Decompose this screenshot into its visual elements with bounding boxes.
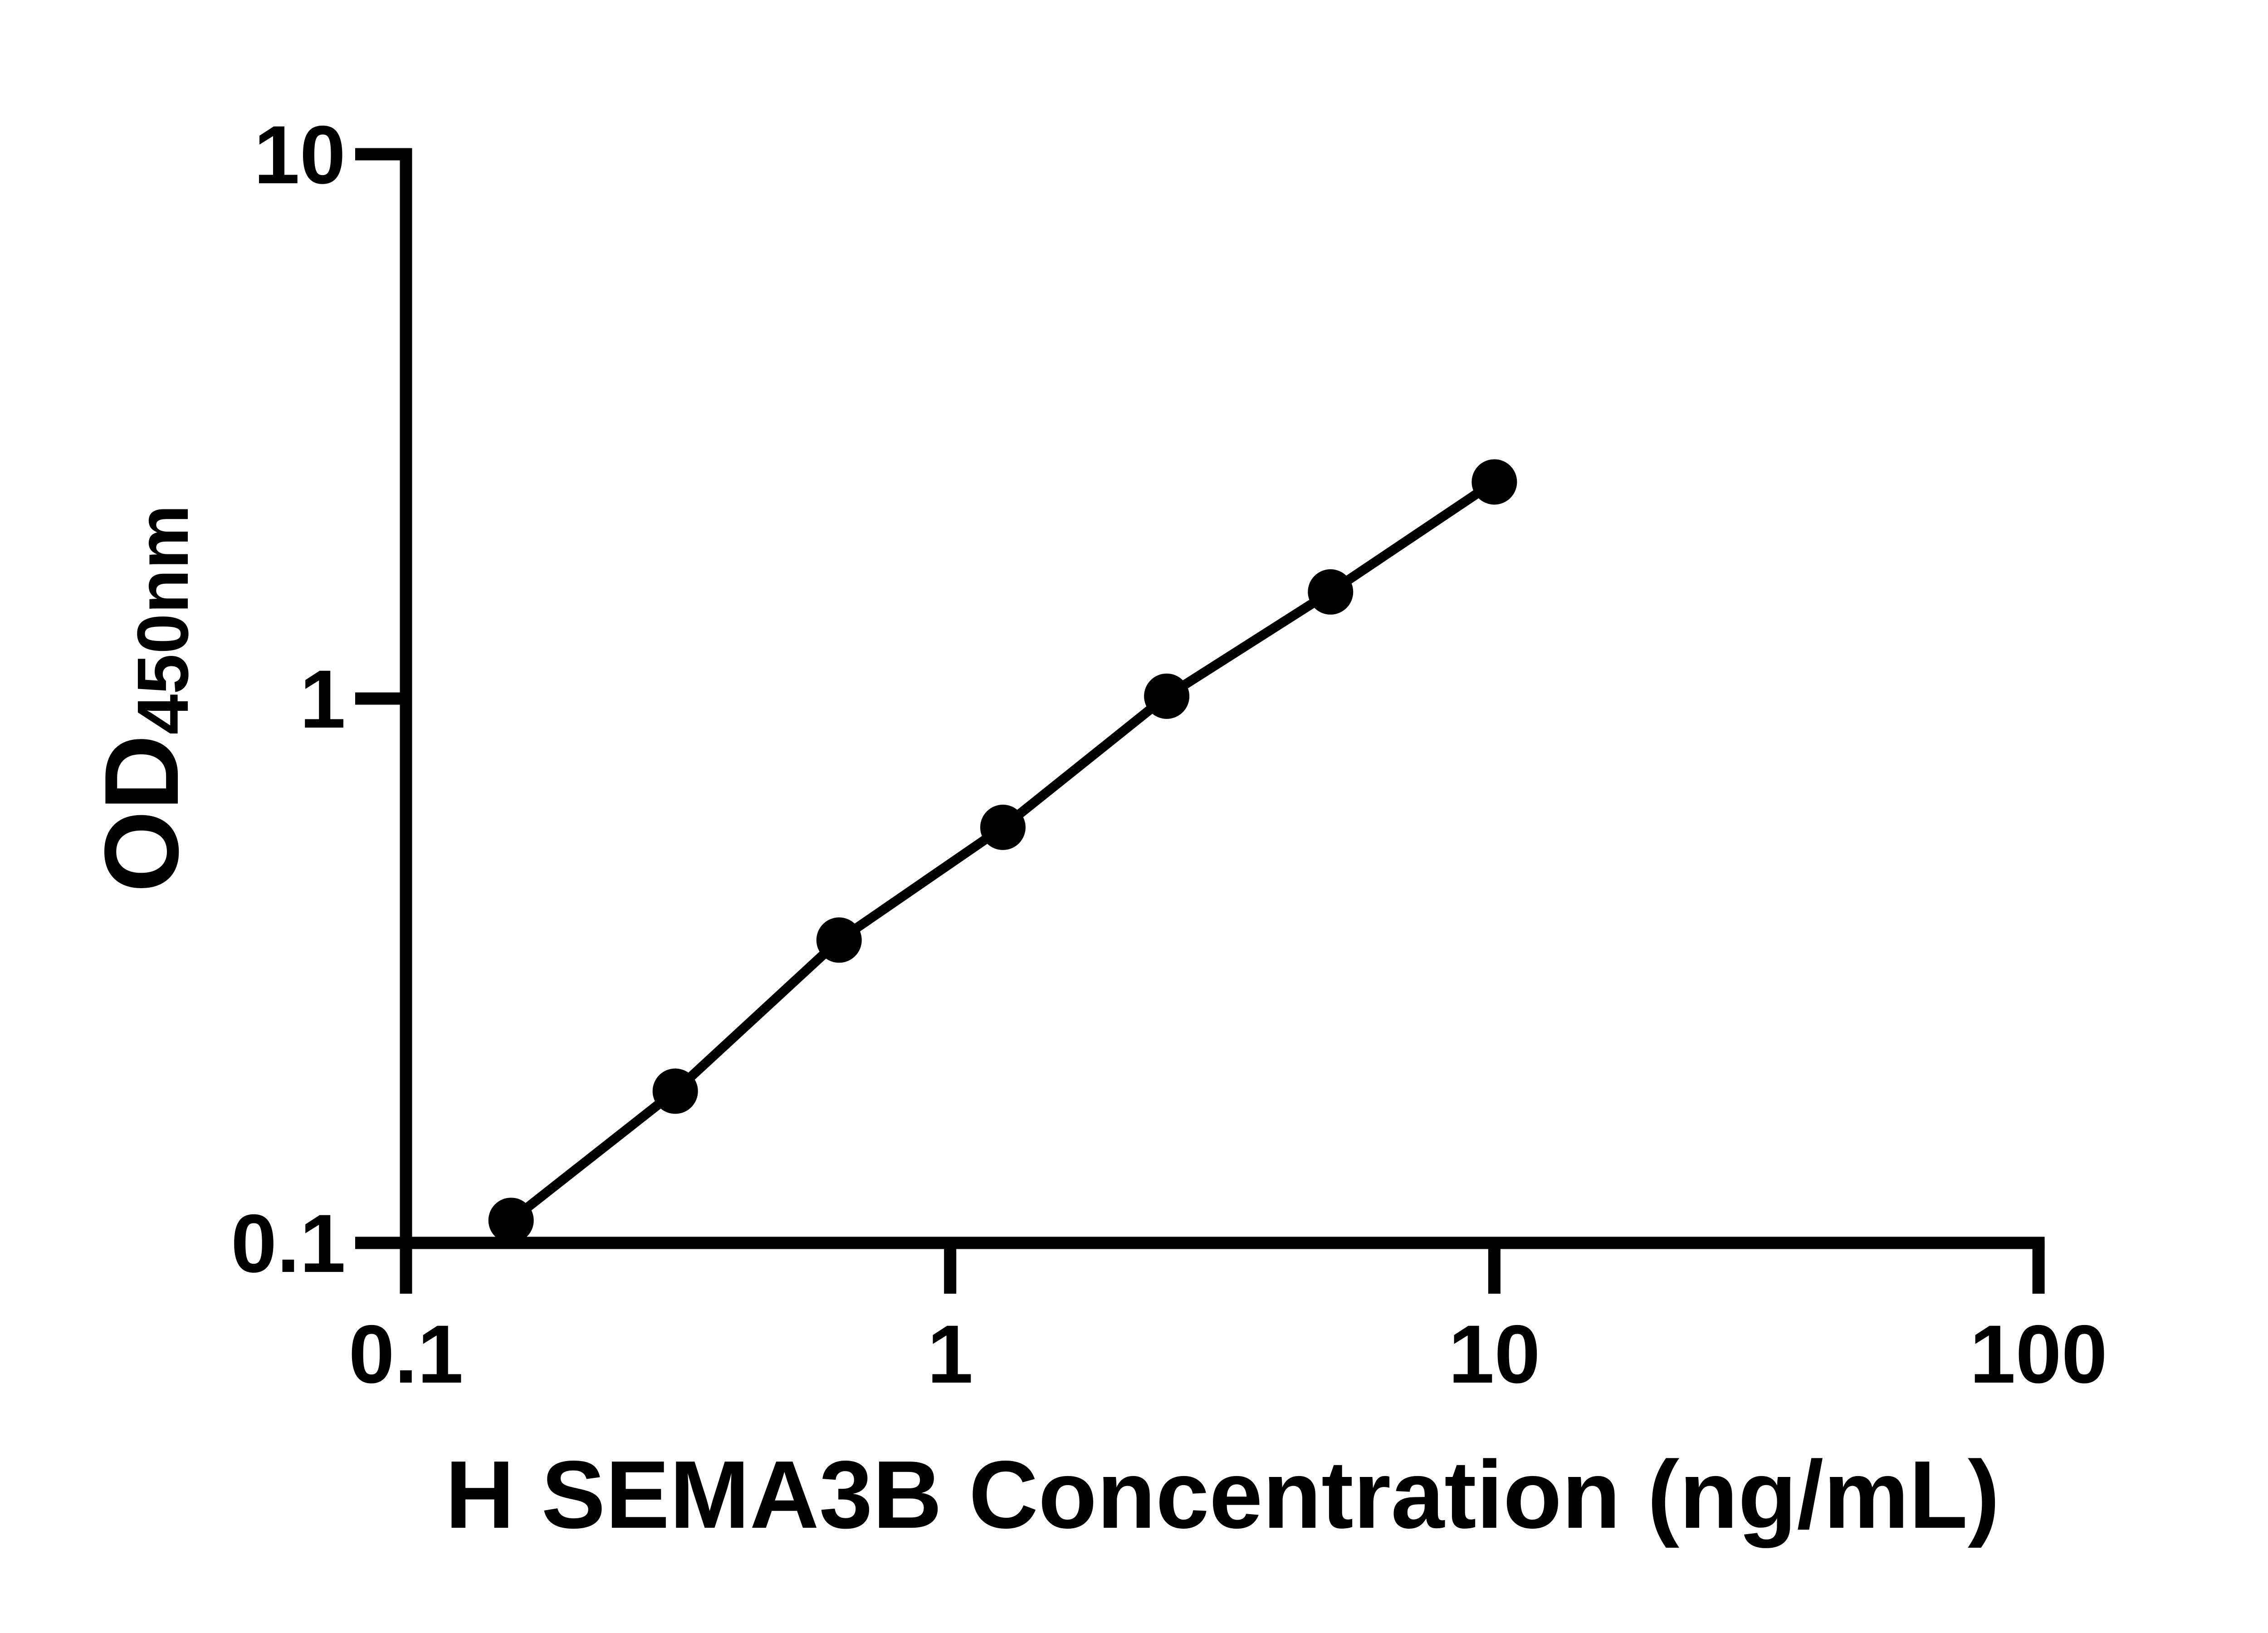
y-axis-title-sub: 450nm [122, 505, 203, 735]
y-axis-title-main: OD [83, 734, 200, 892]
x-tick-label: 100 [1970, 1308, 2107, 1400]
data-point [1308, 569, 1354, 615]
data-point [1144, 673, 1190, 719]
x-axis-title: H SEMA3B Concentration (ng/mL) [445, 1441, 1999, 1548]
data-point [488, 1198, 534, 1243]
x-tick-label: 10 [1448, 1308, 1540, 1400]
data-series [488, 459, 1517, 1243]
axes [400, 148, 2045, 1249]
y-tick-label: 1 [300, 653, 346, 745]
data-point [1471, 459, 1517, 505]
x-tick-label: 1 [927, 1308, 973, 1400]
y-tick-label: 10 [254, 108, 346, 201]
data-point [980, 804, 1026, 850]
data-point [652, 1068, 698, 1114]
y-axis-title: OD450nm [83, 505, 203, 893]
axis-ticks [355, 148, 2045, 1294]
data-point [816, 917, 862, 963]
y-tick-label: 0.1 [231, 1197, 346, 1290]
axis-tick-labels: 0.1 1 10 0.1 1 10 100 [231, 108, 2107, 1400]
x-tick-label: 0.1 [348, 1308, 463, 1400]
